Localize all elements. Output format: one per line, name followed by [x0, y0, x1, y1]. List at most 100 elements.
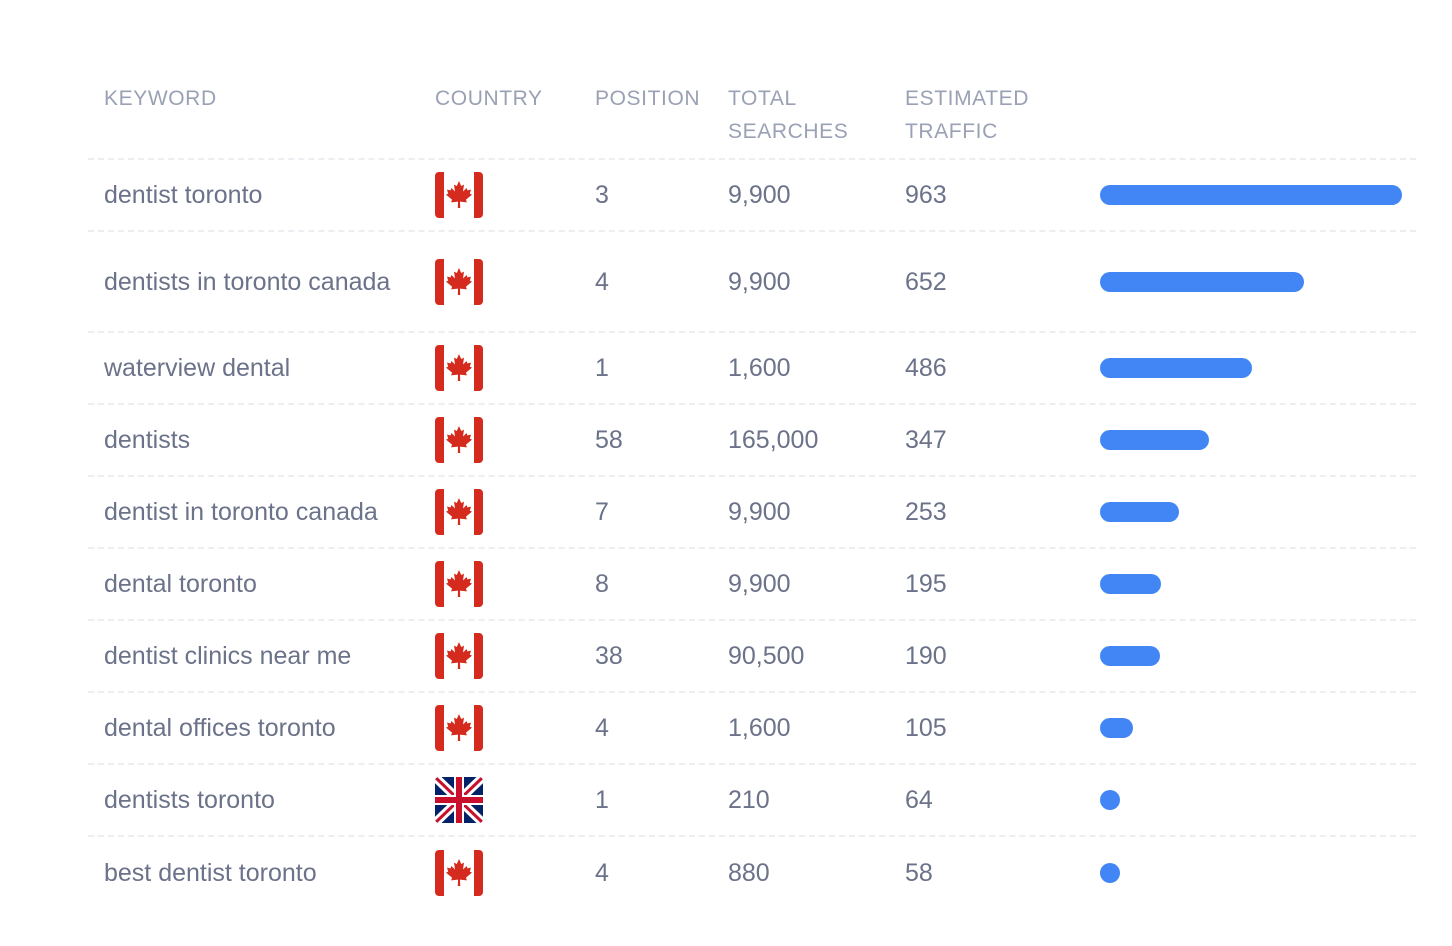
total-searches-cell: 210 [728, 786, 770, 814]
table-body: dentist toronto 3 9,900 963 dentists in … [88, 160, 1416, 909]
country-cell [419, 172, 579, 218]
traffic-bar-fill [1100, 863, 1120, 883]
header-total-searches[interactable]: TOTAL SEARCHES [712, 82, 889, 148]
table-row[interactable]: dentist clinics near me 38 90,500 190 [88, 621, 1416, 693]
header-estimated-traffic[interactable]: ESTIMATED TRAFFIC [889, 82, 1084, 148]
traffic-bar-fill [1100, 646, 1160, 666]
traffic-bar-track [1100, 790, 1402, 810]
traffic-bar-cell [1084, 502, 1416, 522]
canada-flag-icon [435, 172, 483, 218]
keyword-cell[interactable]: dentists [104, 426, 191, 454]
canada-flag-icon [435, 561, 483, 607]
estimated-traffic-cell: 190 [905, 642, 947, 670]
table-row[interactable]: dentists in toronto canada 4 9,900 652 [88, 232, 1416, 333]
traffic-bar-cell [1084, 863, 1416, 883]
country-cell [419, 561, 579, 607]
keyword-cell[interactable]: dental toronto [104, 570, 257, 598]
traffic-bar-track [1100, 718, 1402, 738]
header-keyword[interactable]: KEYWORD [104, 87, 217, 110]
position-cell: 1 [595, 786, 609, 814]
estimated-traffic-cell: 486 [905, 354, 947, 382]
table-row[interactable]: waterview dental 1 1,600 486 [88, 333, 1416, 405]
total-searches-cell: 9,900 [728, 498, 791, 526]
position-cell: 4 [595, 859, 609, 887]
traffic-bar-track [1100, 185, 1402, 205]
canada-flag-icon [435, 417, 483, 463]
table-row[interactable]: dentists 58 165,000 347 [88, 405, 1416, 477]
canada-flag-icon [435, 345, 483, 391]
estimated-traffic-cell: 253 [905, 498, 947, 526]
keyword-cell[interactable]: dental offices toronto [104, 714, 336, 742]
estimated-traffic-cell: 963 [905, 181, 947, 209]
header-country[interactable]: COUNTRY [435, 87, 543, 110]
table-row[interactable]: best dentist toronto 4 880 58 [88, 837, 1416, 909]
total-searches-cell: 880 [728, 859, 770, 887]
position-cell: 3 [595, 181, 609, 209]
total-searches-cell: 1,600 [728, 354, 791, 382]
canada-flag-icon [435, 259, 483, 305]
traffic-bar-fill [1100, 358, 1252, 378]
uk-flag-icon [435, 777, 483, 823]
traffic-bar-track [1100, 358, 1402, 378]
header-estimated-traffic-line2: TRAFFIC [905, 120, 998, 143]
traffic-bar-cell [1084, 430, 1416, 450]
traffic-bar-fill [1100, 430, 1209, 450]
traffic-bar-cell [1084, 185, 1416, 205]
traffic-bar-cell [1084, 718, 1416, 738]
traffic-bar-track [1100, 574, 1402, 594]
keyword-cell[interactable]: dentists in toronto canada [104, 267, 391, 296]
traffic-bar-track [1100, 502, 1402, 522]
traffic-bar-cell [1084, 646, 1416, 666]
table-row[interactable]: dentists toronto 1 210 64 [88, 765, 1416, 837]
total-searches-cell: 9,900 [728, 267, 791, 296]
header-estimated-traffic-line1: ESTIMATED [905, 87, 1030, 110]
keyword-cell[interactable]: dentists toronto [104, 786, 275, 814]
country-cell [419, 259, 579, 305]
traffic-bar-cell [1084, 574, 1416, 594]
keyword-cell[interactable]: dentist toronto [104, 181, 263, 209]
country-cell [419, 777, 579, 823]
traffic-bar-fill [1100, 718, 1133, 738]
traffic-bar-track [1100, 271, 1402, 292]
position-cell: 8 [595, 570, 609, 598]
total-searches-cell: 9,900 [728, 570, 791, 598]
traffic-bar-fill [1100, 790, 1120, 810]
keywords-table: KEYWORD COUNTRY POSITION TOTAL SEARCHES … [88, 82, 1416, 909]
traffic-bar-cell [1084, 271, 1416, 292]
country-cell [419, 489, 579, 535]
position-cell: 38 [595, 642, 623, 670]
traffic-bar-fill [1100, 271, 1304, 292]
keyword-cell[interactable]: waterview dental [104, 354, 291, 382]
estimated-traffic-cell: 347 [905, 426, 947, 454]
canada-flag-icon [435, 705, 483, 751]
country-cell [419, 633, 579, 679]
position-cell: 1 [595, 354, 609, 382]
header-total-searches-line1: TOTAL [728, 87, 797, 110]
estimated-traffic-cell: 105 [905, 714, 947, 742]
total-searches-cell: 9,900 [728, 181, 791, 209]
total-searches-cell: 165,000 [728, 426, 819, 454]
keyword-cell[interactable]: best dentist toronto [104, 859, 317, 887]
total-searches-cell: 90,500 [728, 642, 805, 670]
canada-flag-icon [435, 489, 483, 535]
table-header: KEYWORD COUNTRY POSITION TOTAL SEARCHES … [88, 82, 1416, 160]
country-cell [419, 417, 579, 463]
keyword-cell[interactable]: dentist clinics near me [104, 642, 352, 670]
country-cell [419, 345, 579, 391]
header-position[interactable]: POSITION [595, 87, 701, 110]
traffic-bar-fill [1100, 574, 1161, 594]
country-cell [419, 850, 579, 896]
canada-flag-icon [435, 633, 483, 679]
position-cell: 4 [595, 267, 609, 296]
keyword-cell[interactable]: dentist in toronto canada [104, 498, 378, 526]
position-cell: 7 [595, 498, 609, 526]
table-row[interactable]: dentist toronto 3 9,900 963 [88, 160, 1416, 232]
table-row[interactable]: dentist in toronto canada 7 9,900 253 [88, 477, 1416, 549]
traffic-bar-fill [1100, 185, 1402, 205]
position-cell: 4 [595, 714, 609, 742]
table-row[interactable]: dental toronto 8 9,900 195 [88, 549, 1416, 621]
table-row[interactable]: dental offices toronto 4 1,600 105 [88, 693, 1416, 765]
total-searches-cell: 1,600 [728, 714, 791, 742]
estimated-traffic-cell: 652 [905, 267, 947, 296]
canada-flag-icon [435, 850, 483, 896]
